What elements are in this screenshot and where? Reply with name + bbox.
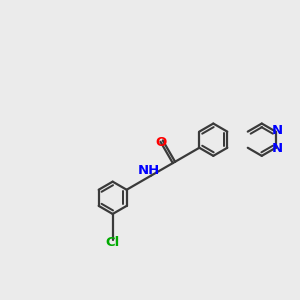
Text: Cl: Cl bbox=[106, 236, 120, 249]
Text: N: N bbox=[272, 142, 284, 155]
Text: N: N bbox=[272, 124, 284, 137]
Text: NH: NH bbox=[137, 164, 160, 177]
Text: O: O bbox=[156, 136, 167, 149]
